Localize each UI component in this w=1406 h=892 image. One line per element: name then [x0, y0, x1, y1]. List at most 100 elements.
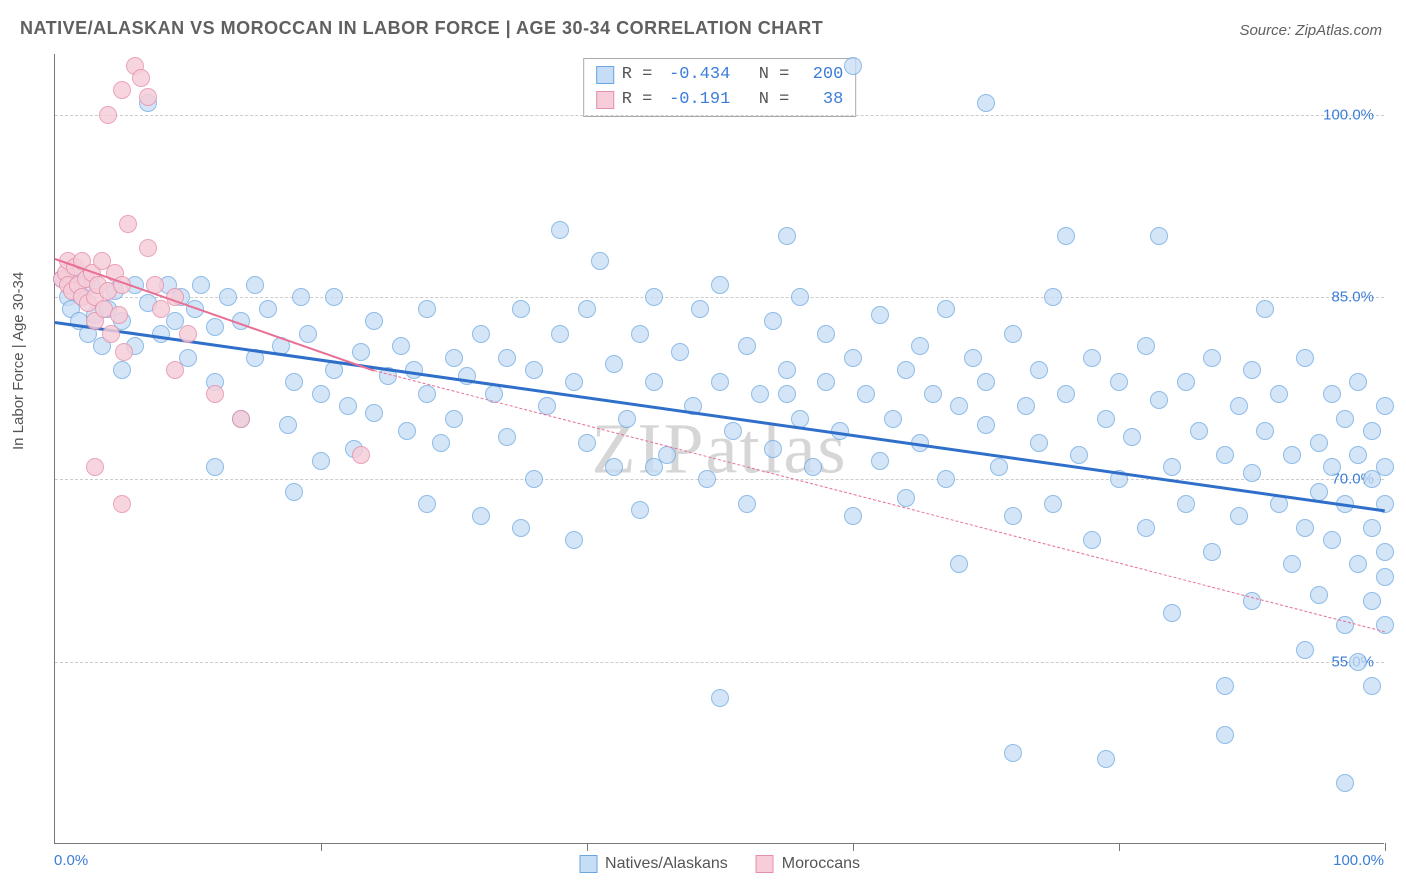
- x-tick: [1119, 843, 1120, 851]
- scatter-point-moroccans: [166, 361, 184, 379]
- x-axis-end-label: 100.0%: [1333, 852, 1384, 869]
- scatter-point-natives: [1310, 434, 1328, 452]
- scatter-point-natives: [192, 276, 210, 294]
- scatter-point-natives: [445, 349, 463, 367]
- scatter-point-natives: [285, 483, 303, 501]
- scatter-point-natives: [206, 318, 224, 336]
- scatter-point-natives: [977, 373, 995, 391]
- scatter-point-natives: [631, 501, 649, 519]
- scatter-point-natives: [325, 288, 343, 306]
- scatter-point-natives: [1349, 373, 1367, 391]
- scatter-point-natives: [292, 288, 310, 306]
- scatter-point-natives: [618, 410, 636, 428]
- source-attribution: Source: ZipAtlas.com: [1239, 22, 1382, 39]
- gridline: [55, 115, 1384, 116]
- scatter-point-moroccans: [232, 410, 250, 428]
- scatter-point-natives: [525, 470, 543, 488]
- scatter-point-natives: [498, 349, 516, 367]
- scatter-point-natives: [1363, 519, 1381, 537]
- scatter-point-natives: [950, 397, 968, 415]
- scatter-point-natives: [1203, 543, 1221, 561]
- scatter-point-natives: [897, 361, 915, 379]
- scatter-point-natives: [472, 325, 490, 343]
- scatter-point-natives: [778, 227, 796, 245]
- scatter-point-natives: [791, 288, 809, 306]
- scatter-point-natives: [312, 385, 330, 403]
- stat-row-natives: R =-0.434 N =200: [596, 63, 844, 88]
- scatter-point-natives: [871, 452, 889, 470]
- legend-label: Natives/Alaskans: [605, 855, 728, 873]
- scatter-point-natives: [1110, 373, 1128, 391]
- scatter-point-natives: [113, 361, 131, 379]
- scatter-point-natives: [1177, 373, 1195, 391]
- stat-r-label: R =: [622, 88, 653, 113]
- scatter-point-natives: [844, 507, 862, 525]
- plot-area: ZIPatlas R =-0.434 N =200R =-0.191 N =38…: [54, 54, 1384, 844]
- swatch-icon: [756, 855, 774, 873]
- swatch-icon: [596, 91, 614, 109]
- scatter-point-natives: [1097, 410, 1115, 428]
- stat-r-value: -0.191: [660, 88, 730, 113]
- scatter-point-natives: [631, 325, 649, 343]
- scatter-point-natives: [1323, 385, 1341, 403]
- scatter-point-natives: [1376, 458, 1394, 476]
- scatter-point-natives: [279, 416, 297, 434]
- scatter-point-moroccans: [139, 239, 157, 257]
- scatter-point-moroccans: [113, 495, 131, 513]
- scatter-point-natives: [884, 410, 902, 428]
- scatter-point-natives: [645, 458, 663, 476]
- scatter-point-natives: [844, 57, 862, 75]
- scatter-point-natives: [1230, 507, 1248, 525]
- scatter-point-natives: [219, 288, 237, 306]
- chart-title: NATIVE/ALASKAN VS MOROCCAN IN LABOR FORC…: [20, 18, 823, 39]
- scatter-point-natives: [1310, 483, 1328, 501]
- scatter-point-natives: [1323, 458, 1341, 476]
- scatter-point-natives: [565, 373, 583, 391]
- stat-r-label: R =: [622, 63, 653, 88]
- scatter-point-natives: [1216, 446, 1234, 464]
- scatter-point-natives: [844, 349, 862, 367]
- scatter-point-natives: [418, 495, 436, 513]
- scatter-point-natives: [1216, 726, 1234, 744]
- scatter-point-natives: [418, 385, 436, 403]
- scatter-point-natives: [1017, 397, 1035, 415]
- x-tick: [853, 843, 854, 851]
- scatter-point-natives: [950, 555, 968, 573]
- scatter-point-natives: [259, 300, 277, 318]
- scatter-point-natives: [591, 252, 609, 270]
- scatter-point-natives: [897, 489, 915, 507]
- scatter-point-natives: [1123, 428, 1141, 446]
- y-axis-label: In Labor Force | Age 30-34: [10, 272, 27, 450]
- scatter-point-natives: [1070, 446, 1088, 464]
- scatter-point-natives: [1030, 361, 1048, 379]
- legend-label: Moroccans: [782, 855, 860, 873]
- scatter-point-natives: [1150, 391, 1168, 409]
- scatter-point-natives: [1216, 677, 1234, 695]
- scatter-point-natives: [498, 428, 516, 446]
- scatter-point-natives: [724, 422, 742, 440]
- scatter-point-natives: [206, 458, 224, 476]
- scatter-point-natives: [578, 434, 596, 452]
- scatter-point-natives: [1296, 349, 1314, 367]
- scatter-point-natives: [990, 458, 1008, 476]
- scatter-point-natives: [711, 373, 729, 391]
- chart-container: NATIVE/ALASKAN VS MOROCCAN IN LABOR FORC…: [0, 0, 1406, 892]
- scatter-point-natives: [1004, 744, 1022, 762]
- scatter-point-natives: [1243, 361, 1261, 379]
- scatter-point-natives: [1044, 495, 1062, 513]
- scatter-point-natives: [1150, 227, 1168, 245]
- scatter-point-natives: [1243, 464, 1261, 482]
- scatter-point-natives: [551, 325, 569, 343]
- scatter-point-natives: [1256, 422, 1274, 440]
- legend: Natives/Alaskans Moroccans: [579, 855, 860, 873]
- legend-item: Natives/Alaskans: [579, 855, 728, 873]
- scatter-point-natives: [764, 440, 782, 458]
- scatter-point-natives: [937, 470, 955, 488]
- scatter-point-natives: [871, 306, 889, 324]
- scatter-point-natives: [1083, 531, 1101, 549]
- scatter-point-moroccans: [139, 88, 157, 106]
- scatter-point-natives: [645, 373, 663, 391]
- swatch-icon: [579, 855, 597, 873]
- scatter-point-natives: [445, 410, 463, 428]
- scatter-point-natives: [398, 422, 416, 440]
